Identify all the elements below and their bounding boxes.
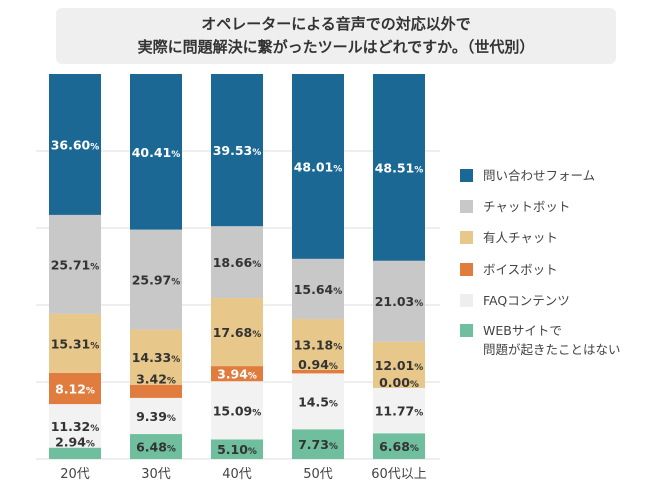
- bar-segment: [211, 298, 263, 367]
- data-label: 5.10%: [217, 442, 257, 457]
- bar-segment: [49, 404, 101, 448]
- legend-swatch: [460, 169, 473, 182]
- data-label: 21.03%: [375, 294, 424, 309]
- bar-segment: [292, 429, 344, 459]
- bar-segment: [211, 226, 263, 299]
- data-label: 6.68%: [379, 439, 419, 454]
- data-label: 18.66%: [213, 255, 262, 270]
- data-label: 15.64%: [294, 282, 343, 297]
- data-label: 9.39%: [136, 409, 176, 424]
- bar-segment: [292, 258, 344, 320]
- data-label: 14.33%: [132, 350, 181, 365]
- data-label: 25.71%: [51, 257, 100, 272]
- data-label: 8.12%: [55, 381, 95, 396]
- legend-swatch: [460, 200, 473, 213]
- chart-title-line2: 実際に問題解決に繋がったツールはどれですか。（世代別）: [137, 38, 535, 56]
- x-tick-label: 60代以上: [371, 467, 427, 482]
- legend-item: 問い合わせフォーム: [460, 166, 595, 185]
- bar-segment: [130, 74, 182, 230]
- data-label: 3.42%: [136, 372, 176, 387]
- legend-item: ボイスボット: [460, 260, 558, 279]
- x-tick-label: 40代: [222, 467, 252, 482]
- bar-segment: [373, 74, 425, 261]
- legend-item: チャットボット: [460, 197, 570, 216]
- bar-segment: [130, 384, 182, 398]
- data-label: 0.94%: [298, 357, 338, 372]
- data-label: 48.51%: [375, 160, 424, 175]
- bar-segment: [49, 74, 101, 215]
- data-label: 11.77%: [375, 404, 424, 419]
- data-label: 13.18%: [294, 337, 343, 352]
- legend-item: 有人チャット: [460, 228, 558, 247]
- legend-label: ボイスボット: [483, 262, 558, 277]
- chart-title-box: オペレーターによる音声での対応以外で 実際に問題解決に繋がったツールはどれですか…: [56, 8, 616, 64]
- data-label: 11.32%: [51, 419, 100, 434]
- bar-segment: [373, 387, 425, 434]
- legend-item: FAQコンテンツ: [460, 291, 570, 310]
- data-label: 6.48%: [136, 440, 176, 455]
- legend-label: FAQコンテンツ: [483, 293, 570, 308]
- data-label: 48.01%: [294, 159, 343, 174]
- legend-swatch: [460, 324, 473, 337]
- bar-segment: [292, 74, 344, 259]
- x-tick-label: 50代: [303, 467, 333, 482]
- data-label: 2.94%: [55, 435, 95, 450]
- data-label: 40.41%: [132, 145, 181, 160]
- data-label: 7.73%: [298, 437, 338, 452]
- data-label: 15.31%: [51, 336, 100, 351]
- bar-segment: [211, 381, 263, 440]
- legend-swatch: [460, 231, 473, 244]
- x-tick-label: 20代: [60, 467, 90, 482]
- x-tick-label: 30代: [141, 467, 171, 482]
- bar-segment: [49, 447, 101, 459]
- legend-label: WEBサイトで 問題が起きたことはない: [483, 323, 621, 357]
- data-label: 12.01%: [375, 358, 424, 373]
- legend-swatch: [460, 294, 473, 307]
- data-label: 0.00%: [379, 375, 419, 390]
- data-label: 3.94%: [217, 367, 257, 382]
- bar-segment: [130, 434, 182, 459]
- data-label: 15.09%: [213, 403, 262, 418]
- legend-label: チャットボット: [483, 199, 571, 214]
- bar-segment: [211, 74, 263, 227]
- bar-segment: [292, 369, 344, 374]
- legend-item: WEBサイトで 問題が起きたことはない: [460, 321, 621, 359]
- bar-segment: [49, 214, 101, 314]
- chart-title-line1: オペレーターによる音声での対応以外で: [201, 15, 471, 33]
- bar-segment: [130, 229, 182, 330]
- data-label: 39.53%: [213, 143, 262, 158]
- data-label: 17.68%: [213, 325, 262, 340]
- data-label: 14.5%: [298, 394, 338, 409]
- bar-segment: [130, 397, 182, 435]
- data-label: 25.97%: [132, 273, 181, 288]
- bar-segment: [211, 366, 263, 382]
- bar-segment: [373, 433, 425, 459]
- bar-segment: [373, 341, 425, 388]
- bar-segment: [373, 260, 425, 342]
- legend-swatch: [460, 263, 473, 276]
- legend-label: 問い合わせフォーム: [483, 168, 596, 183]
- legend-label: 有人チャット: [483, 230, 558, 245]
- data-label: 36.60%: [51, 137, 100, 152]
- bar-segment: [49, 372, 101, 405]
- bar-segment: [292, 373, 344, 430]
- bar-segment: [130, 329, 182, 385]
- bar-segment: [292, 319, 344, 370]
- bar-segment: [211, 439, 263, 459]
- bar-segment: [49, 313, 101, 373]
